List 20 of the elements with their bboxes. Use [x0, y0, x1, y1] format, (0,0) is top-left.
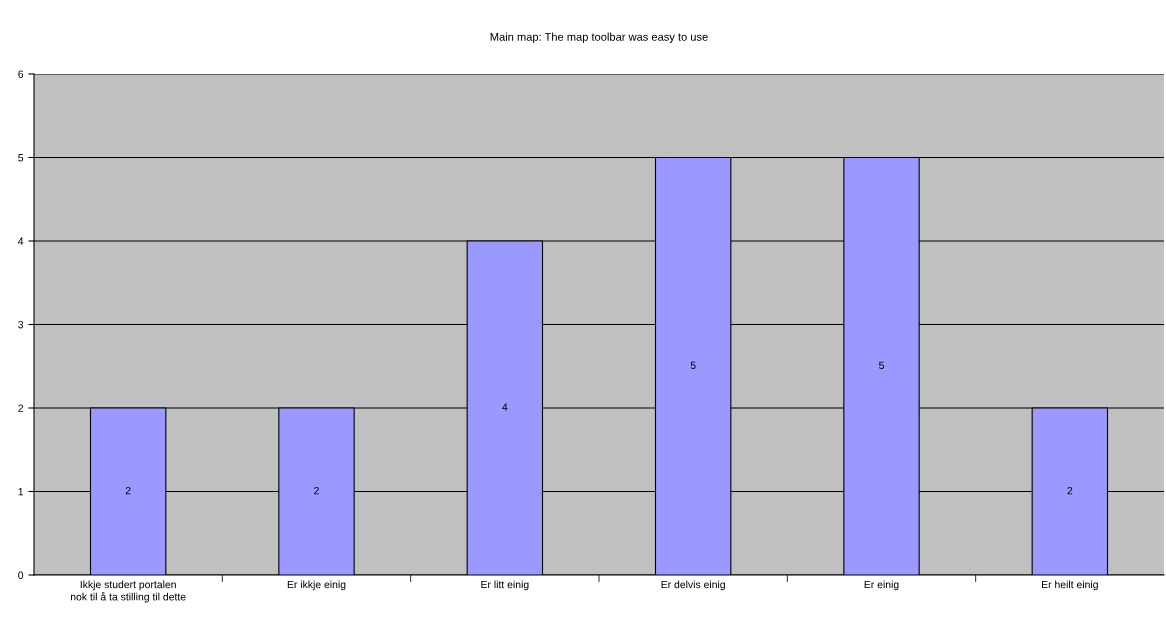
- y-tick-label: 0: [18, 571, 24, 579]
- y-tick-label: 1: [18, 488, 24, 496]
- x-tick-label: Er ikkje einig: [287, 580, 346, 591]
- data-label: 5: [690, 361, 696, 370]
- chart-title: Main map: The map toolbar was easy to use: [490, 32, 708, 43]
- data-label: 2: [125, 486, 131, 495]
- x-tick-label: Er delvis einig: [661, 580, 725, 591]
- y-tick-label: 2: [18, 404, 24, 412]
- data-label: 2: [314, 486, 319, 495]
- y-tick-label: 6: [18, 70, 24, 78]
- data-label: 2: [1067, 486, 1073, 495]
- y-tick-label: 4: [18, 237, 24, 245]
- x-tick-label: Er heilt einig: [1042, 580, 1098, 591]
- x-tick-label: Er litt einig: [481, 580, 529, 591]
- x-tick-label: Ikkje studert portalen nok til å ta stilling til dette: [70, 580, 186, 603]
- y-tick-label: 5: [18, 154, 24, 162]
- data-label: 5: [879, 361, 884, 370]
- data-label: 4: [502, 403, 508, 411]
- y-tick-label: 3: [18, 321, 24, 329]
- x-tick-label: Er einig: [864, 580, 899, 591]
